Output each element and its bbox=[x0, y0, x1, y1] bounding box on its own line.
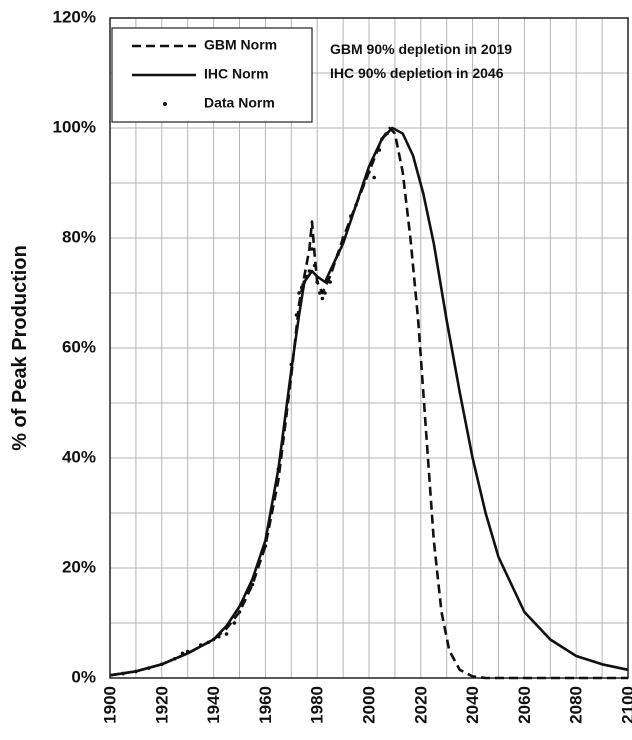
data-point bbox=[302, 280, 307, 284]
plot-frame bbox=[109, 17, 629, 679]
data-point bbox=[147, 666, 151, 670]
x-tick-label: 1960 bbox=[256, 686, 275, 724]
data-point bbox=[284, 412, 288, 416]
data-point bbox=[160, 662, 164, 667]
data-point bbox=[206, 640, 211, 645]
x-tick-label: 2040 bbox=[463, 686, 482, 724]
data-point bbox=[198, 643, 203, 647]
data-point bbox=[372, 175, 376, 180]
y-tick-label: 120% bbox=[53, 7, 96, 26]
data-point bbox=[380, 137, 384, 141]
data-point bbox=[312, 263, 317, 268]
data-point bbox=[211, 637, 216, 642]
data-point bbox=[263, 544, 268, 548]
x-tick-label: 1940 bbox=[204, 686, 223, 724]
x-tick-label: 2020 bbox=[411, 686, 430, 724]
legend-swatch-dots bbox=[163, 102, 167, 106]
data-point bbox=[237, 610, 242, 614]
data-point bbox=[336, 252, 340, 257]
x-tick-labels: 1900 1920 1940 1960 1980 2000 2020 2040 2060 2080… bbox=[100, 686, 632, 724]
data-point bbox=[276, 467, 281, 471]
data-point bbox=[294, 313, 299, 317]
data-point bbox=[362, 181, 366, 185]
x-tick-label: 1900 bbox=[100, 686, 119, 724]
data-point bbox=[328, 280, 332, 284]
legend-label: GBM Norm bbox=[204, 37, 277, 53]
x-tick-label: 2100 bbox=[618, 686, 632, 724]
data-point bbox=[310, 247, 314, 251]
data-point bbox=[297, 291, 301, 295]
y-tick-label: 0% bbox=[71, 667, 96, 686]
data-point bbox=[354, 203, 358, 207]
data-point bbox=[121, 671, 125, 676]
x-tick-label: 2060 bbox=[515, 686, 534, 724]
data-point bbox=[289, 362, 294, 367]
data-point bbox=[315, 280, 320, 284]
y-tick-label: 40% bbox=[62, 447, 96, 466]
legend: GBM Norm IHC Norm Data Norm bbox=[111, 27, 313, 123]
data-point bbox=[317, 291, 322, 295]
legend-label: IHC Norm bbox=[204, 66, 269, 82]
annotation-ihc-depletion: IHC 90% depletion in 2046 bbox=[330, 65, 504, 81]
data-point bbox=[232, 621, 237, 625]
data-point bbox=[349, 214, 353, 218]
y-axis-label: % of Peak Production bbox=[9, 245, 31, 451]
data-point bbox=[307, 269, 312, 273]
y-tick-label: 20% bbox=[62, 557, 96, 576]
data-point bbox=[341, 236, 345, 240]
data-point bbox=[172, 656, 177, 661]
data-point bbox=[385, 131, 389, 136]
data-point bbox=[250, 582, 255, 587]
series-ihc-norm-line bbox=[109, 126, 629, 677]
x-tick-label: 1920 bbox=[152, 686, 171, 724]
data-point bbox=[180, 651, 185, 656]
annotation-gbm-depletion: GBM 90% depletion in 2019 bbox=[330, 41, 512, 57]
data-point bbox=[134, 669, 138, 674]
data-point bbox=[224, 632, 229, 636]
legend-items: GBM Norm IHC Norm Data Norm bbox=[132, 37, 277, 111]
x-tick-label: 1980 bbox=[308, 686, 327, 724]
data-point bbox=[320, 296, 325, 301]
x-tick-label: 2080 bbox=[567, 686, 586, 724]
x-tick-label: 2000 bbox=[359, 686, 378, 724]
y-tick-label: 100% bbox=[53, 117, 96, 136]
data-point bbox=[299, 285, 304, 290]
y-tick-labels: 0% 20% 40% 60% 80% 100% 120% bbox=[53, 7, 96, 686]
data-point bbox=[377, 148, 382, 152]
y-tick-label: 60% bbox=[62, 337, 96, 356]
legend-label: Data Norm bbox=[204, 95, 275, 111]
series-layer bbox=[109, 126, 629, 680]
data-point bbox=[185, 649, 190, 654]
data-point bbox=[305, 274, 309, 279]
data-point bbox=[216, 634, 221, 639]
series-data-norm bbox=[121, 131, 389, 676]
data-point bbox=[367, 170, 371, 174]
y-tick-label: 80% bbox=[62, 227, 96, 246]
data-point bbox=[323, 291, 327, 295]
